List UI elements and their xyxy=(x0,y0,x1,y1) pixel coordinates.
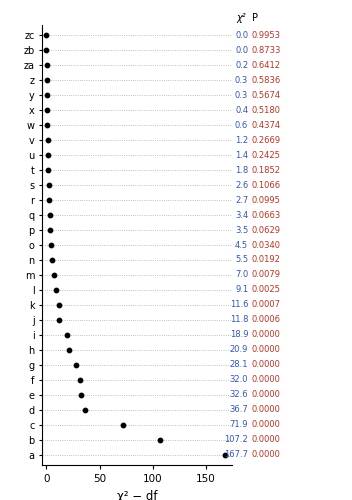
Text: 2.7: 2.7 xyxy=(235,196,248,204)
Text: 0.2: 0.2 xyxy=(235,61,248,70)
Text: 0.0000: 0.0000 xyxy=(252,330,281,340)
Point xyxy=(44,106,50,114)
Text: 167.7: 167.7 xyxy=(224,450,248,459)
Text: 0.0007: 0.0007 xyxy=(252,300,281,310)
Text: 11.8: 11.8 xyxy=(230,316,248,324)
Text: 5.5: 5.5 xyxy=(235,256,248,264)
Point xyxy=(157,436,163,444)
Text: 2.6: 2.6 xyxy=(235,180,248,190)
Text: 1.4: 1.4 xyxy=(235,150,248,160)
Text: 0.0006: 0.0006 xyxy=(252,316,281,324)
Text: 0.0000: 0.0000 xyxy=(252,435,281,444)
Point xyxy=(56,301,62,309)
Text: 32.0: 32.0 xyxy=(230,375,248,384)
Text: 3.5: 3.5 xyxy=(235,226,248,234)
Point xyxy=(46,196,52,204)
Point xyxy=(83,406,88,413)
Point xyxy=(48,226,53,234)
Text: 0.8733: 0.8733 xyxy=(252,46,281,55)
Text: 0.0000: 0.0000 xyxy=(252,375,281,384)
Point xyxy=(44,92,50,100)
Text: 36.7: 36.7 xyxy=(230,405,248,414)
Text: 4.5: 4.5 xyxy=(235,240,248,250)
Point xyxy=(46,181,52,189)
Text: 0.5836: 0.5836 xyxy=(252,76,281,85)
Text: 0.2425: 0.2425 xyxy=(252,150,281,160)
Text: 0.5674: 0.5674 xyxy=(252,91,281,100)
Text: 1.2: 1.2 xyxy=(235,136,248,144)
Text: 0.4374: 0.4374 xyxy=(252,121,281,130)
Text: 0.4: 0.4 xyxy=(235,106,248,115)
Text: 28.1: 28.1 xyxy=(230,360,248,369)
Text: 0.0663: 0.0663 xyxy=(252,210,281,220)
Text: 3.4: 3.4 xyxy=(235,210,248,220)
Point xyxy=(78,390,84,398)
Text: 0.9953: 0.9953 xyxy=(252,31,281,40)
Text: χ²: χ² xyxy=(237,13,246,23)
Text: 0.6: 0.6 xyxy=(235,121,248,130)
Text: 0.0: 0.0 xyxy=(235,31,248,40)
Point xyxy=(56,316,62,324)
Point xyxy=(51,271,57,279)
Text: P: P xyxy=(252,13,258,23)
Text: 0.0000: 0.0000 xyxy=(252,450,281,459)
Point xyxy=(45,166,51,174)
Point xyxy=(44,46,49,54)
Text: 0.0025: 0.0025 xyxy=(252,286,281,294)
Text: 1.8: 1.8 xyxy=(235,166,248,174)
Text: 0.0000: 0.0000 xyxy=(252,346,281,354)
Text: 107.2: 107.2 xyxy=(225,435,248,444)
Text: 0.3: 0.3 xyxy=(235,91,248,100)
Text: 0.0: 0.0 xyxy=(235,46,248,55)
Text: 0.0079: 0.0079 xyxy=(252,270,281,280)
Point xyxy=(50,256,55,264)
Text: 0.0000: 0.0000 xyxy=(252,420,281,429)
Point xyxy=(44,122,50,130)
Point xyxy=(74,360,79,368)
Text: 0.5180: 0.5180 xyxy=(252,106,281,115)
Point xyxy=(44,32,49,40)
Text: 0.0000: 0.0000 xyxy=(252,405,281,414)
X-axis label: χ² − df: χ² − df xyxy=(117,490,158,500)
Point xyxy=(54,286,59,294)
Text: 11.6: 11.6 xyxy=(230,300,248,310)
Text: 0.3: 0.3 xyxy=(235,76,248,85)
Point xyxy=(78,376,83,384)
Text: 18.9: 18.9 xyxy=(230,330,248,340)
Text: 32.6: 32.6 xyxy=(230,390,248,399)
Point xyxy=(44,62,50,70)
Text: 20.9: 20.9 xyxy=(230,346,248,354)
Point xyxy=(44,76,50,84)
Point xyxy=(49,241,54,249)
Text: 0.0000: 0.0000 xyxy=(252,390,281,399)
Text: 9.1: 9.1 xyxy=(235,286,248,294)
Point xyxy=(47,211,53,219)
Point xyxy=(120,420,126,428)
Text: 0.0000: 0.0000 xyxy=(252,360,281,369)
Text: 0.2669: 0.2669 xyxy=(252,136,281,144)
Text: 0.0995: 0.0995 xyxy=(252,196,281,204)
Text: 0.0340: 0.0340 xyxy=(252,240,281,250)
Text: 71.9: 71.9 xyxy=(230,420,248,429)
Text: 0.0629: 0.0629 xyxy=(252,226,281,234)
Point xyxy=(45,136,51,144)
Text: 0.1066: 0.1066 xyxy=(252,180,281,190)
Text: 0.6412: 0.6412 xyxy=(252,61,281,70)
Text: 7.0: 7.0 xyxy=(235,270,248,280)
Point xyxy=(45,151,51,159)
Text: 0.0192: 0.0192 xyxy=(252,256,281,264)
Point xyxy=(222,450,227,458)
Text: 0.1852: 0.1852 xyxy=(252,166,281,174)
Point xyxy=(66,346,71,354)
Point xyxy=(64,331,69,339)
